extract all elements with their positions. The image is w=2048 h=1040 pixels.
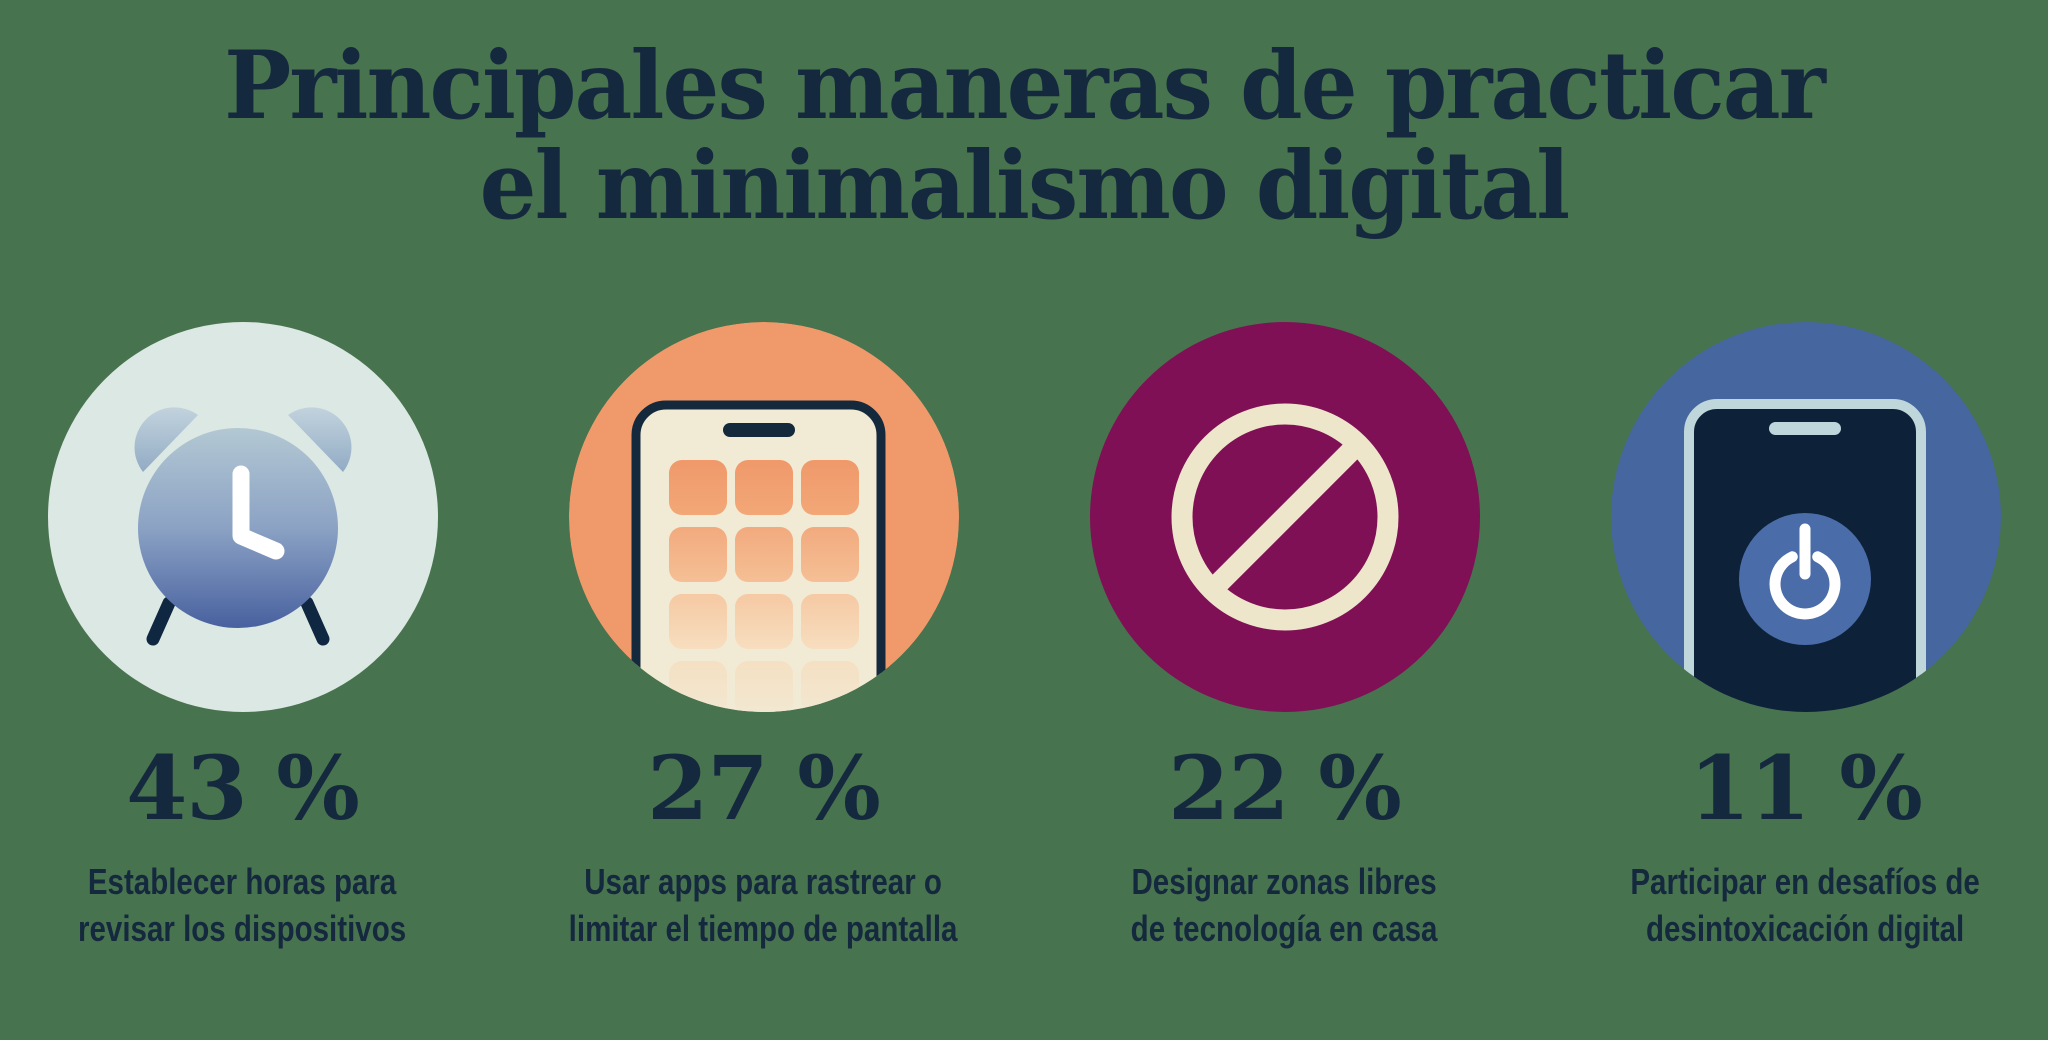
caption-line: de tecnología en casa — [1131, 908, 1438, 949]
stat-column-digital-detox: 11 % Participar en desafíos de desintoxi… — [1563, 322, 2048, 952]
percent-value: 22 % — [1168, 736, 1402, 840]
caption-line: Designar zonas libres — [1131, 861, 1438, 902]
percent-value: 11 % — [1689, 736, 1923, 840]
stat-caption: Usar apps para rastrear o limitar el tie… — [569, 858, 958, 952]
percent-value: 27 % — [647, 736, 881, 840]
stat-column-set-hours: 43 % Establecer horas para revisar los d… — [0, 322, 485, 952]
caption-line: Usar apps para rastrear o — [584, 861, 943, 902]
stat-caption: Establecer horas para revisar los dispos… — [78, 858, 406, 952]
alarm-clock-icon — [47, 322, 438, 712]
caption-line: desintoxicación digital — [1646, 908, 1965, 949]
percent-value: 43 % — [126, 736, 360, 840]
title-line-1: Principales maneras de practicar — [224, 31, 1826, 141]
stat-caption: Participar en desafíos de desintoxicació… — [1631, 858, 1980, 952]
stats-row: 43 % Establecer horas para revisar los d… — [0, 322, 2048, 952]
infographic: Principales maneras de practicar el mini… — [0, 36, 2048, 1040]
page-title: Principales maneras de practicar el mini… — [51, 36, 1997, 236]
caption-line: revisar los dispositivos — [78, 908, 407, 949]
phone-apps-icon — [568, 322, 959, 712]
title-line-2: el minimalismo digital — [479, 131, 1571, 241]
caption-line: Participar en desafíos de — [1630, 861, 1981, 902]
caption-line: limitar el tiempo de pantalla — [569, 908, 958, 949]
caption-line: Establecer horas para — [88, 861, 397, 902]
prohibition-icon — [1089, 322, 1480, 712]
phone-power-icon — [1610, 322, 2001, 712]
stat-column-tech-free-zones: 22 % Designar zonas libres de tecnología… — [1042, 322, 1527, 952]
stat-column-screen-time-apps: 27 % Usar apps para rastrear o limitar e… — [521, 322, 1006, 952]
stat-caption: Designar zonas libres de tecnología en c… — [1131, 858, 1438, 952]
